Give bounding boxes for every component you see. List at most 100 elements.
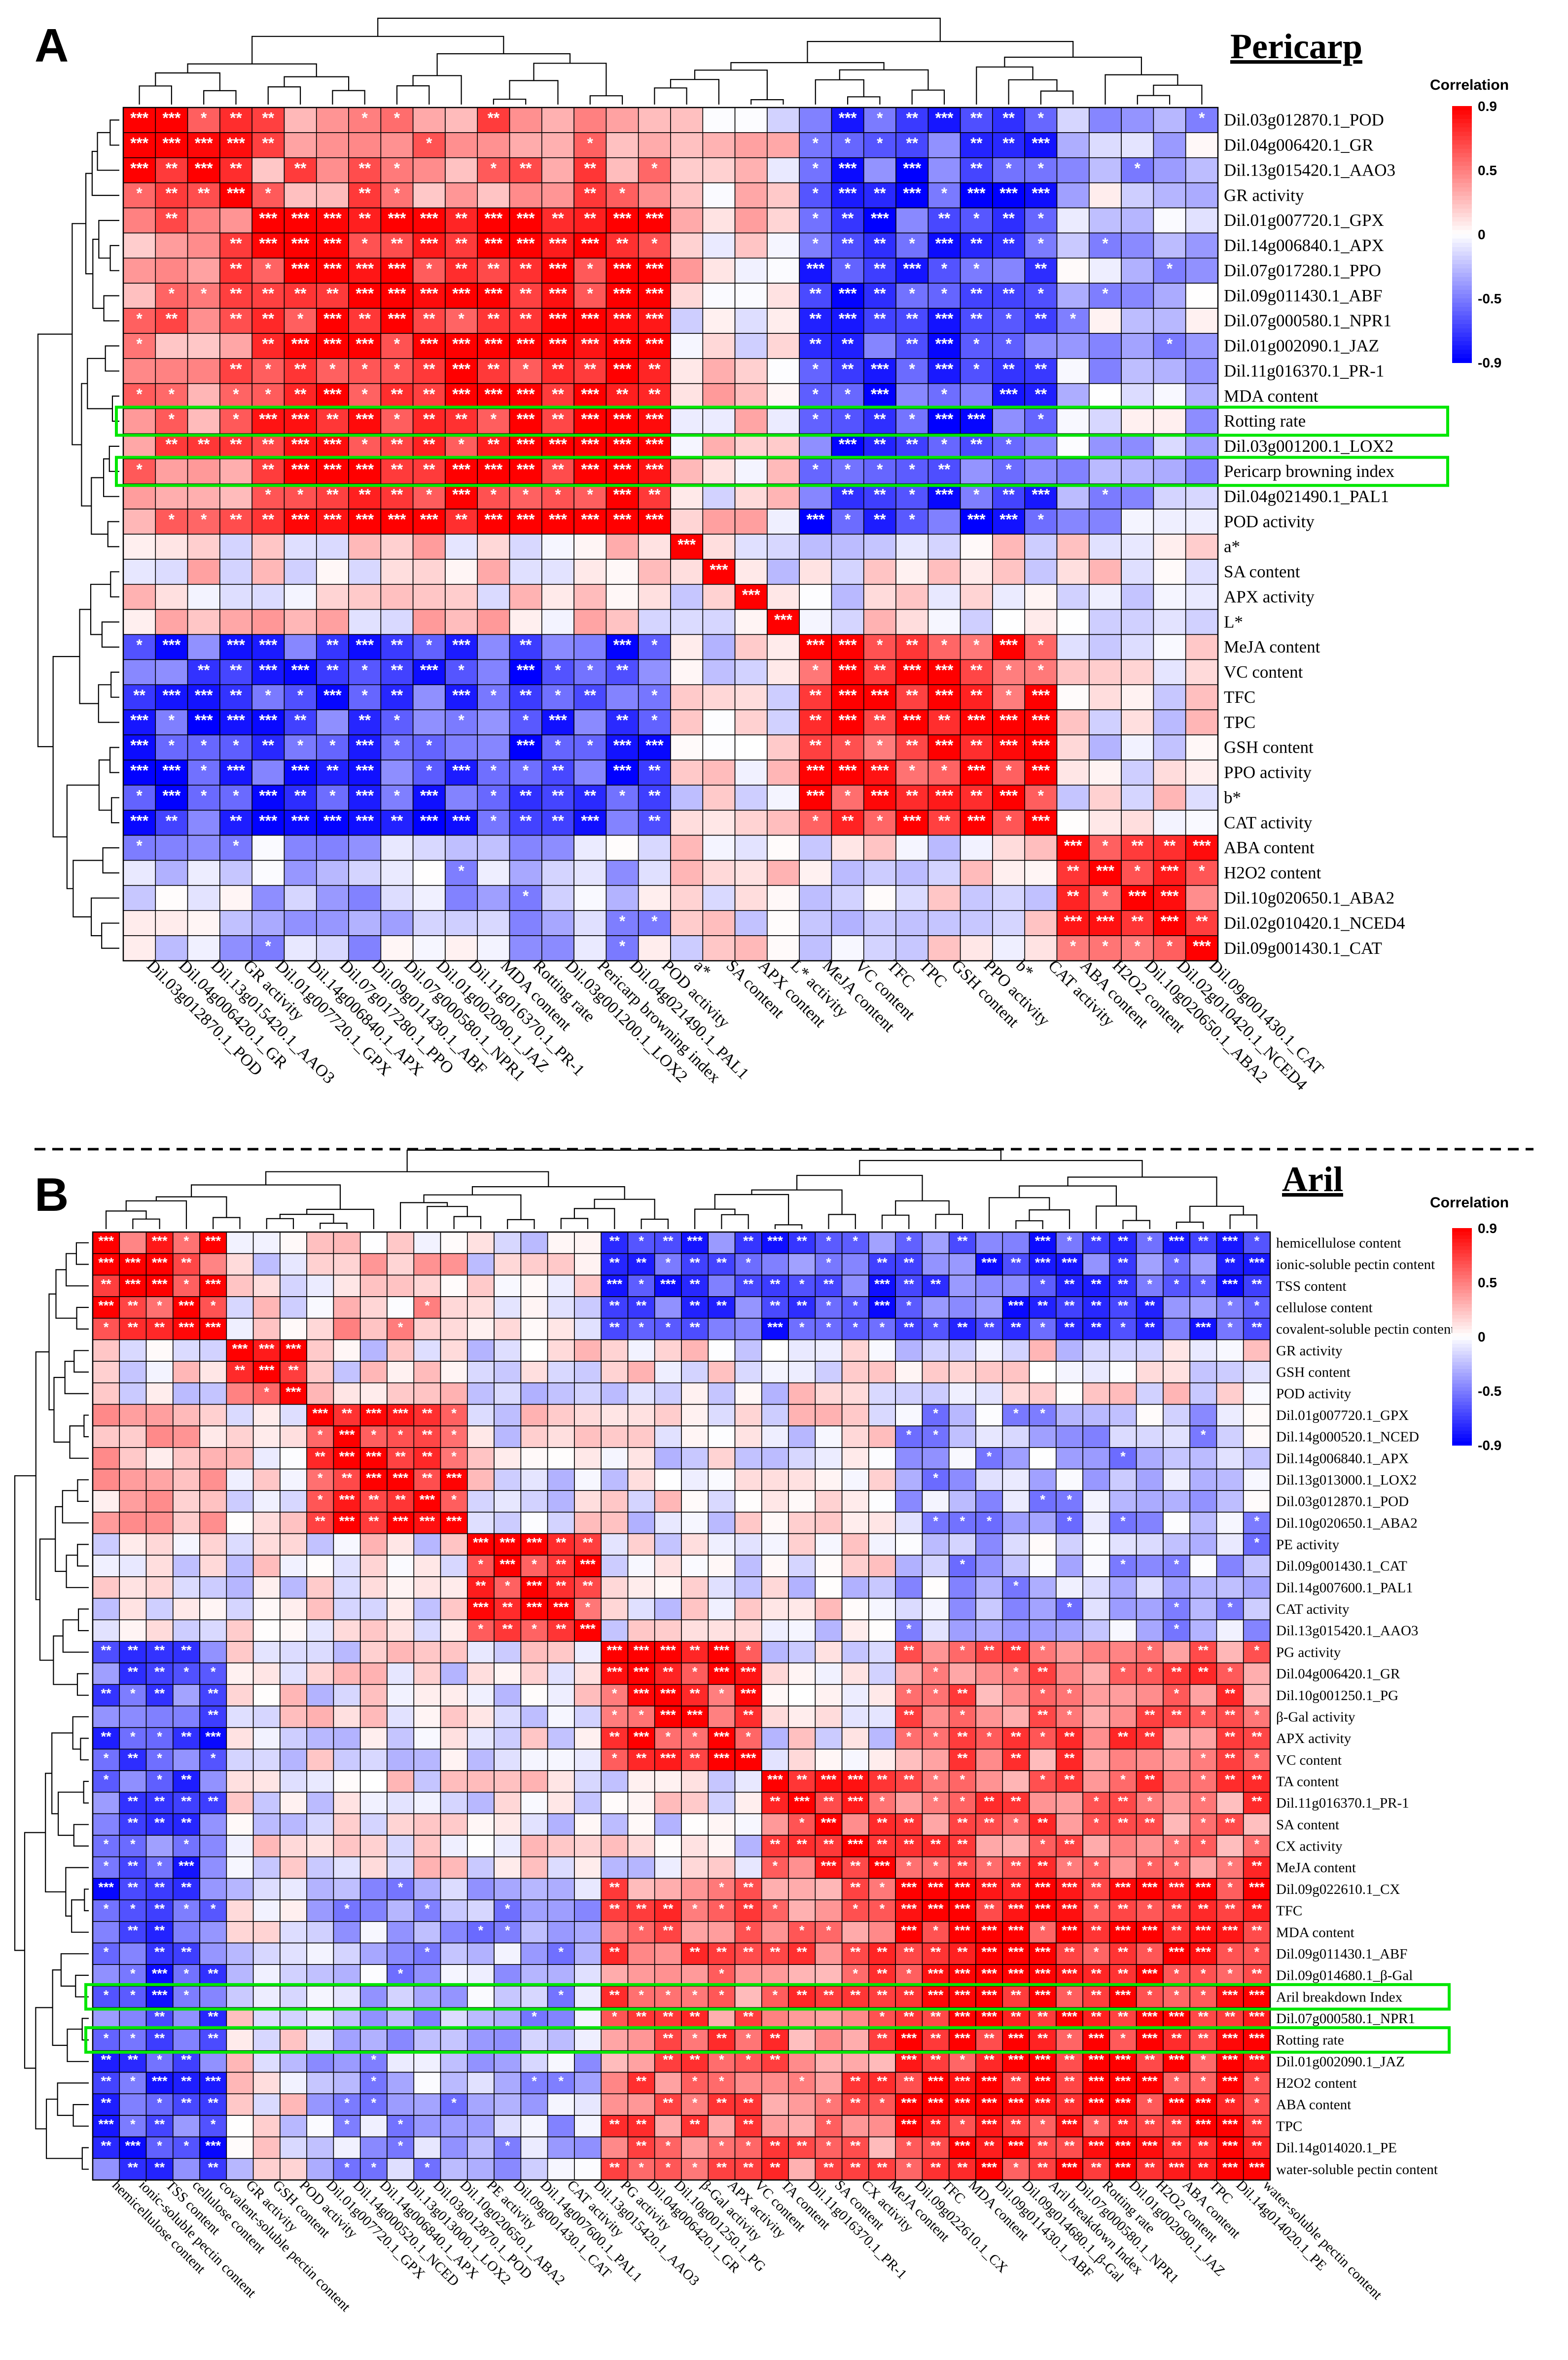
significance-mark: * <box>639 1319 644 1335</box>
significance-mark: ** <box>1251 1965 1262 1981</box>
significance-mark: ** <box>690 1685 701 1701</box>
row-label: Dil.07g017280.1_PPO <box>1224 261 1381 280</box>
legend-color-step <box>1452 230 1472 235</box>
heatmap-cell <box>1109 1576 1137 1599</box>
significance-mark: *** <box>549 234 568 252</box>
heatmap-cell <box>477 634 510 660</box>
heatmap-cell <box>440 2029 468 2051</box>
heatmap-cell <box>145 1382 174 1405</box>
dendrogram-branch <box>107 521 119 547</box>
significance-mark: * <box>130 1685 136 1701</box>
heatmap-cell <box>1082 1490 1110 1513</box>
heatmap-cell <box>284 408 317 435</box>
significance-mark: *** <box>1035 1233 1051 1248</box>
heatmap-cell <box>1002 1490 1030 1513</box>
heatmap-cell <box>1216 1361 1244 1383</box>
significance-mark: ** <box>957 1319 968 1335</box>
heatmap-cell <box>863 935 896 961</box>
significance-mark: ** <box>716 2159 727 2175</box>
significance-mark: * <box>318 1427 323 1442</box>
significance-mark: *** <box>1115 2159 1131 2175</box>
significance-mark: ** <box>1172 1664 1182 1679</box>
heatmap-cell <box>333 2136 361 2159</box>
significance-mark: *** <box>178 1858 194 1873</box>
heatmap-cell <box>509 583 542 610</box>
heatmap-cell <box>440 1921 468 1944</box>
significance-mark: * <box>719 1965 724 1981</box>
significance-mark: * <box>398 1427 403 1442</box>
dendrogram-branch <box>412 75 462 105</box>
heatmap-cell <box>252 1533 281 1556</box>
significance-mark: *** <box>205 2073 221 2089</box>
significance-mark: ** <box>1064 2052 1075 2067</box>
heatmap-cell <box>960 534 993 560</box>
heatmap-cell <box>761 1533 789 1556</box>
legend-tick: -0.9 <box>1478 1438 1501 1453</box>
heatmap-cell <box>734 709 768 735</box>
heatmap-cell <box>895 308 929 334</box>
significance-mark: *** <box>291 435 310 453</box>
significance-mark: *** <box>392 1513 408 1528</box>
heatmap-cell <box>226 1791 254 1815</box>
dendrogram-branch <box>58 1791 84 1836</box>
heatmap-cell <box>767 785 800 811</box>
significance-mark: ** <box>262 460 275 478</box>
significance-mark: * <box>104 1772 109 1787</box>
heatmap-cell <box>547 1878 575 1900</box>
heatmap-cell <box>960 458 993 485</box>
significance-mark: * <box>130 2116 136 2132</box>
significance-mark: ** <box>957 1944 968 1960</box>
heatmap-cell <box>1056 1791 1083 1815</box>
significance-mark: * <box>201 786 207 804</box>
heatmap-cell <box>734 1404 762 1426</box>
significance-mark: *** <box>291 460 310 478</box>
dendrogram-branch <box>66 1253 89 1287</box>
heatmap-cell <box>767 383 800 409</box>
heatmap-cell <box>960 835 993 861</box>
heatmap-cell <box>831 534 864 560</box>
heatmap-cell <box>494 1425 522 1448</box>
heatmap-cell <box>520 2136 548 2159</box>
heatmap-cell <box>280 2029 307 2051</box>
significance-mark: * <box>933 1319 938 1335</box>
heatmap-cell <box>155 333 188 359</box>
significance-mark: ** <box>154 1685 165 1701</box>
heatmap-cell <box>219 333 252 359</box>
heatmap-cell <box>226 1555 254 1577</box>
heatmap-cell <box>895 583 929 610</box>
significance-mark: ** <box>1144 1815 1155 1830</box>
heatmap-cell <box>1089 508 1122 535</box>
heatmap-cell <box>520 1964 548 1987</box>
significance-mark: ** <box>101 2138 112 2153</box>
significance-mark: *** <box>1008 1901 1024 1916</box>
heatmap-cell <box>601 1425 629 1448</box>
heatmap-cell <box>863 583 896 610</box>
significance-mark: * <box>137 334 143 352</box>
dendrogram-branch <box>35 2007 53 2130</box>
heatmap-cell <box>638 458 671 485</box>
row-label: PG activity <box>1276 1644 1341 1660</box>
heatmap-cell <box>359 1727 388 1750</box>
heatmap-cell <box>219 308 252 334</box>
significance-mark: * <box>1201 2073 1206 2089</box>
heatmap-cell <box>922 1382 950 1405</box>
significance-mark: ** <box>877 1965 888 1981</box>
dendrogram-branch <box>83 1415 89 1438</box>
significance-mark: *** <box>98 2116 114 2132</box>
heatmap-cell <box>815 1468 843 1491</box>
heatmap-cell <box>412 257 446 284</box>
significance-mark: *** <box>517 736 535 754</box>
heatmap-cell <box>477 383 510 409</box>
significance-mark: *** <box>1032 134 1050 151</box>
heatmap-cell <box>333 1641 361 1664</box>
heatmap-cell <box>767 408 800 435</box>
heatmap-cell <box>412 232 446 259</box>
heatmap-cell <box>547 1791 575 1815</box>
significance-mark: *** <box>1088 2030 1104 2045</box>
heatmap-cell <box>280 1899 307 1922</box>
heatmap-cell <box>1082 1361 1110 1383</box>
legend-color-step <box>1452 1235 1472 1239</box>
significance-mark: *** <box>935 334 954 352</box>
heatmap-cell <box>767 659 800 686</box>
significance-mark: ** <box>1002 209 1015 227</box>
